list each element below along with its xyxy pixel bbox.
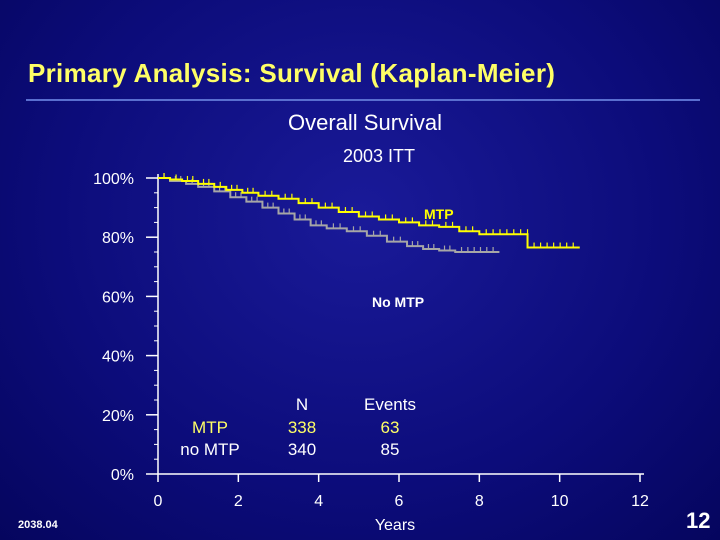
x-axis-label: Years [375, 517, 415, 534]
x-tick-label-8: 8 [475, 493, 484, 510]
slide-title: Primary Analysis: Survival (Kaplan-Meier… [28, 58, 556, 88]
events-value-no-mtp: 85 [380, 440, 400, 459]
y-tick-label-20: 20% [102, 408, 134, 425]
y-tick-label-0: 0% [111, 467, 134, 484]
row-label-mtp-text: MTP [192, 418, 228, 437]
x-tick-label-0: 0 [154, 493, 163, 510]
chart-subtitle: 2003 ITT [343, 146, 416, 166]
events-value-mtp-text: 63 [380, 418, 400, 437]
x-tick-label-12: 12 [631, 493, 649, 510]
events-header: Events [364, 395, 416, 414]
x-tick-label-4: 4 [314, 493, 323, 510]
page-number: 12 [686, 508, 711, 533]
x-tick-label-2: 2 [234, 493, 243, 510]
n-value-mtp-text: 338 [287, 418, 317, 437]
y-tick-label-80: 80% [102, 230, 134, 247]
row-label-no-mtp: no MTP [180, 440, 240, 459]
y-tick-label-100: 100% [93, 171, 134, 188]
row-label-mtp: MTP [170, 418, 250, 438]
y-tick-label-40: 40% [102, 349, 134, 366]
x-tick-label-6: 6 [395, 493, 404, 510]
chart-title: Overall Survival [288, 110, 443, 135]
survival-curve-no-mtp [158, 177, 500, 253]
survival-curve-mtp [158, 177, 580, 249]
footer-code: 2038.04 [18, 519, 58, 531]
title-divider [26, 99, 700, 101]
series-label-mtp: MTP [424, 206, 454, 222]
n-value-no-mtp: 340 [287, 440, 317, 459]
series-label-no-mtp: No MTP [372, 294, 424, 310]
n-header: N [295, 395, 309, 414]
x-tick-label-10: 10 [551, 493, 569, 510]
n-value-mtp: 338 [280, 418, 324, 438]
y-tick-label-60: 60% [102, 289, 134, 306]
events-value-mtp: 63 [352, 418, 428, 438]
